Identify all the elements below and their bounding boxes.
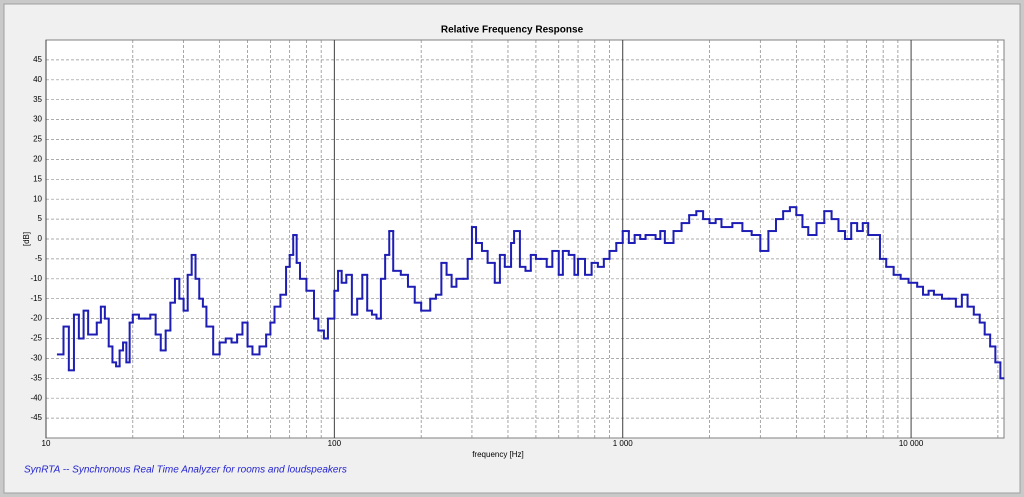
plot-area (45, 39, 1005, 439)
y-tick-label: 15 (33, 174, 42, 183)
y-tick-label: 0 (38, 234, 43, 243)
y-tick-label: 45 (33, 55, 42, 64)
y-tick-label: -5 (35, 254, 43, 263)
y-tick-label: 20 (33, 155, 42, 164)
x-tick-label: 100 (328, 439, 342, 448)
y-tick-label: 40 (33, 75, 42, 84)
y-tick-label: -35 (30, 373, 42, 382)
x-tick-label: 10 000 (899, 439, 924, 448)
x-tick-label: 10 (42, 439, 51, 448)
y-tick-label: -15 (30, 294, 42, 303)
y-tick-label: 10 (33, 194, 42, 203)
y-tick-label: -30 (30, 354, 42, 363)
y-tick-label: 35 (33, 95, 42, 104)
chart-title: Relative Frequency Response (441, 25, 584, 36)
y-tick-label: 30 (33, 115, 42, 124)
y-tick-label: 25 (33, 135, 42, 144)
y-tick-label: -40 (30, 393, 42, 402)
y-tick-label: -25 (30, 334, 42, 343)
y-axis-label: [dB] (22, 232, 31, 246)
x-axis-label: frequency [Hz] (472, 450, 524, 459)
footer: SynRTA -- Synchronous Real Time Analyzer… (24, 465, 347, 476)
y-tick-label: -10 (30, 274, 42, 283)
x-tick-label: 1 000 (613, 439, 634, 448)
y-tick-label: -45 (30, 413, 42, 422)
y-tick-label: -20 (30, 314, 42, 323)
y-tick-label: 5 (38, 214, 43, 223)
